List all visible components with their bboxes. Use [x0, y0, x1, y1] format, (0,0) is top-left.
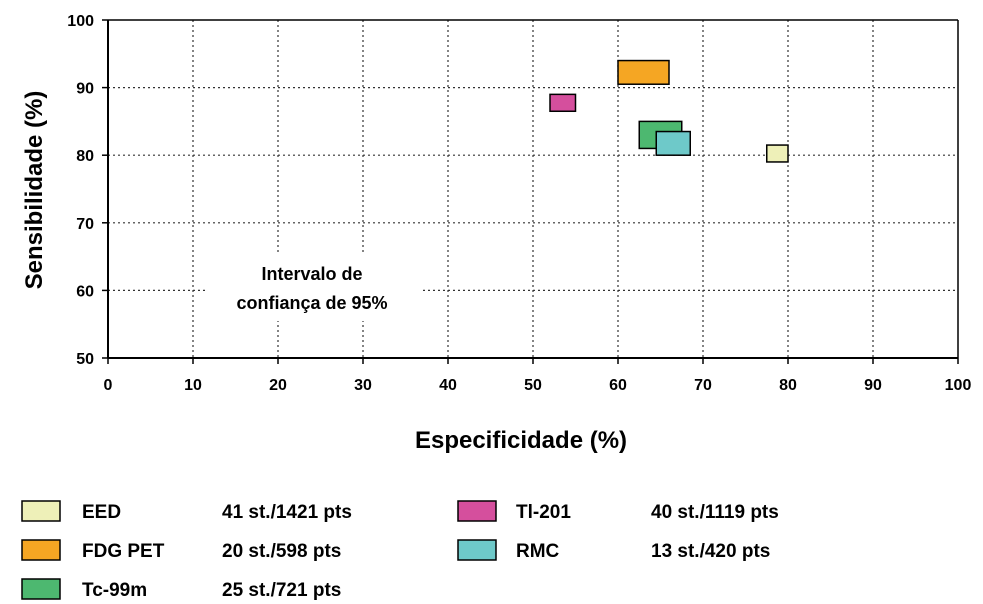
legend-label-tl-201: Tl-201 [516, 502, 571, 523]
x-tick-label: 90 [864, 377, 882, 394]
legend-info-eed: 41 st./1421 pts [222, 502, 352, 523]
x-tick-label: 100 [945, 377, 972, 394]
legend-info-tc-99m: 25 st./721 pts [222, 580, 341, 601]
y-tick-label: 50 [76, 351, 94, 368]
y-tick-label: 90 [76, 81, 94, 98]
legend-label-fdg-pet: FDG PET [82, 541, 165, 562]
y-tick-label: 60 [76, 283, 94, 300]
x-tick-label: 50 [524, 377, 542, 394]
x-axis-title: Especificidade (%) [415, 427, 627, 454]
legend-info-tl-201: 40 st./1119 pts [651, 502, 779, 523]
x-tick-label: 80 [779, 377, 797, 394]
annotation-background [205, 255, 420, 321]
legend-swatch-tc-99m [21, 578, 61, 600]
y-tick-label: 70 [76, 216, 94, 233]
ci-box-fdg-pet [617, 59, 670, 85]
x-tick-label: 70 [694, 377, 712, 394]
x-tick-label: 60 [609, 377, 627, 394]
legend-swatch-rmc [457, 539, 497, 561]
x-tick-label: 20 [269, 377, 287, 394]
legend-label-eed: EED [82, 502, 121, 523]
legend-info-rmc: 13 st./420 pts [651, 541, 770, 562]
legend-info-fdg-pet: 20 st./598 pts [222, 541, 341, 562]
y-axis-title: Sensibilidade (%) [21, 91, 48, 290]
y-tick-label: 80 [76, 148, 94, 165]
x-tick-label: 10 [184, 377, 202, 394]
annotation-line-2: confiança de 95% [236, 293, 387, 313]
y-tick-label: 100 [67, 13, 94, 30]
ci-box-tl-201 [549, 93, 577, 113]
legend-swatch-eed [21, 500, 61, 522]
legend-label-tc-99m: Tc-99m [82, 580, 147, 601]
x-tick-label: 30 [354, 377, 372, 394]
ci-box-rmc [655, 130, 691, 156]
x-tick-label: 0 [104, 377, 113, 394]
ci-box-eed [766, 144, 789, 163]
x-tick-label: 40 [439, 377, 457, 394]
legend-swatch-fdg-pet [21, 539, 61, 561]
legend-swatch-tl-201 [457, 500, 497, 522]
legend-label-rmc: RMC [516, 541, 560, 562]
annotation-line-1: Intervalo de [261, 264, 362, 284]
